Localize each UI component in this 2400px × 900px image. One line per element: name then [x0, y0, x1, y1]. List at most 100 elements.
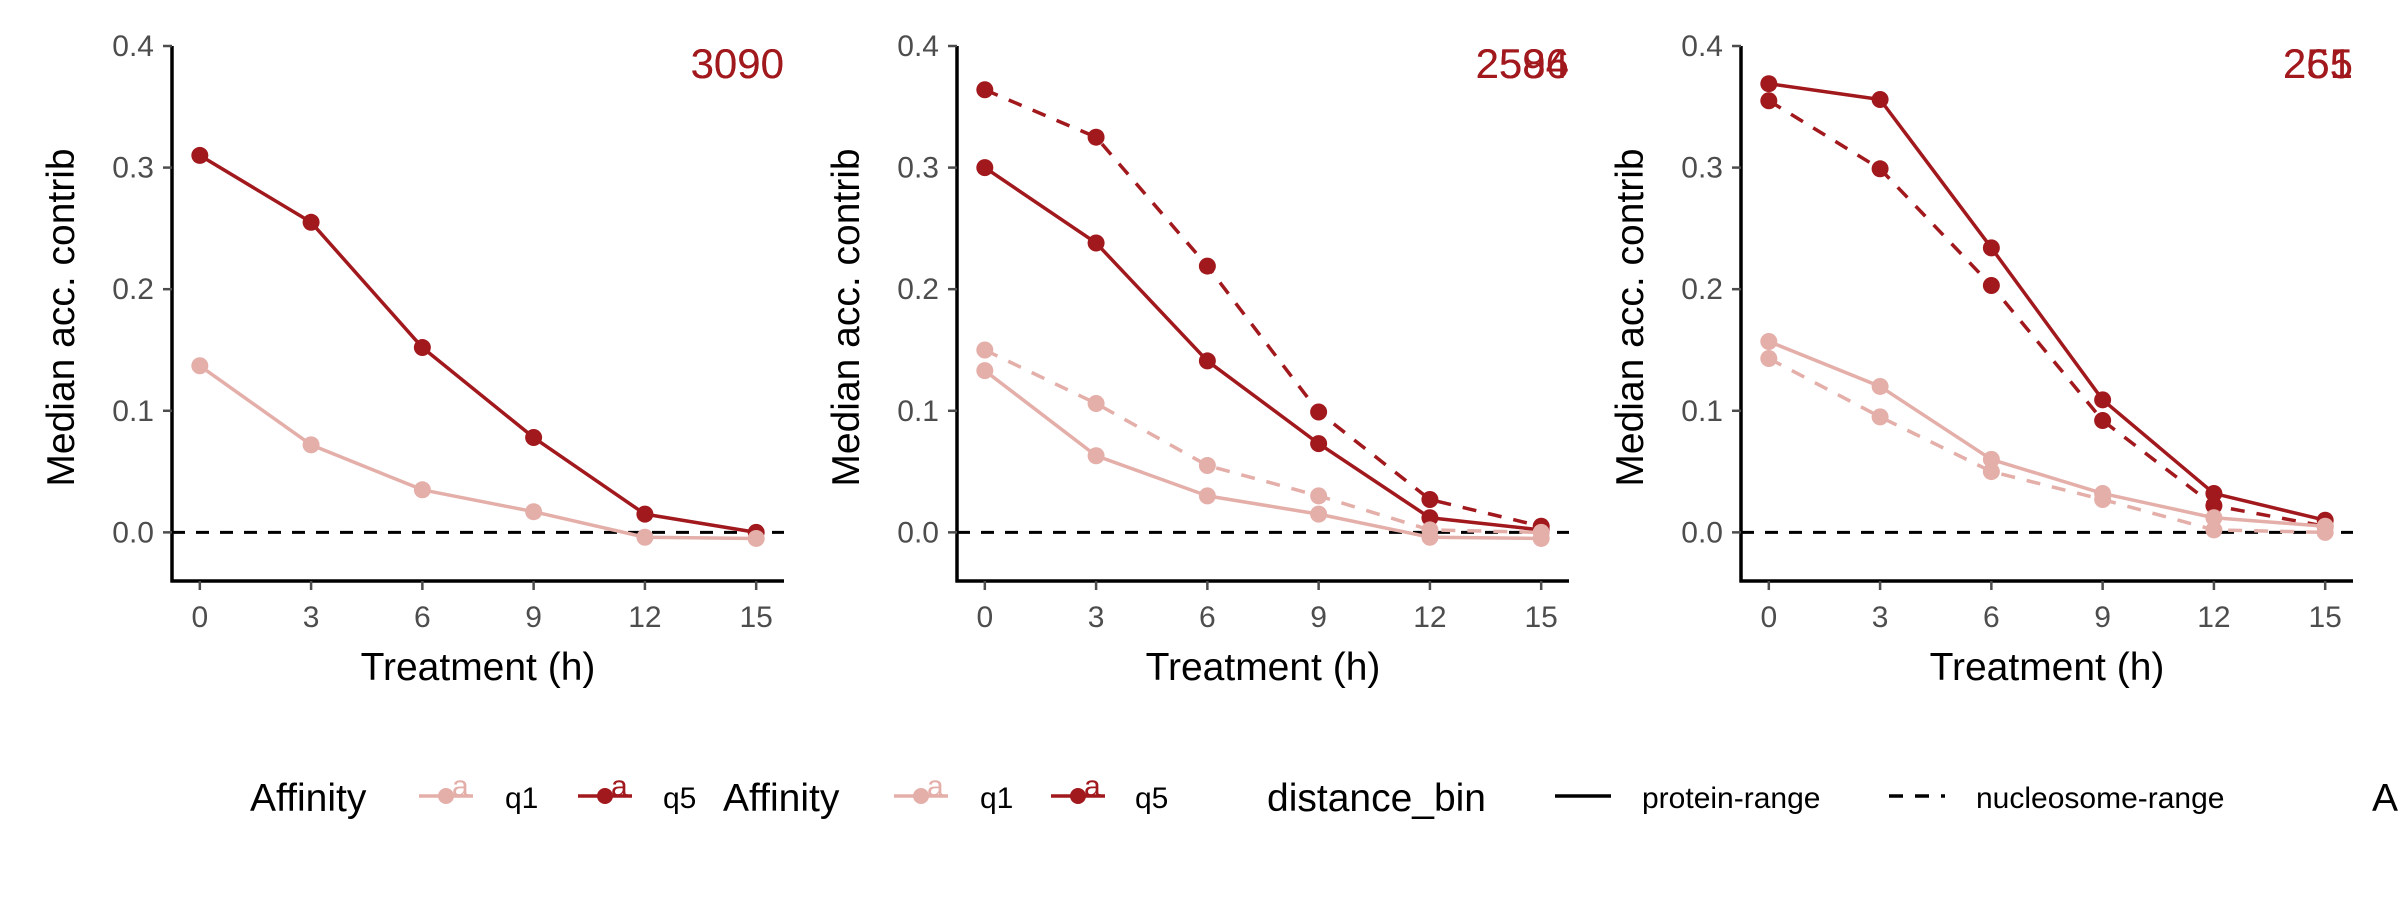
chart-panel-3-series-line-q1-nucleosome-range — [1768, 356, 2326, 535]
chart-panel-1-data-point-q5-protein-range — [525, 429, 543, 447]
chart-panel-2-y-tick-label: 0.3 — [897, 152, 939, 185]
chart-panel-3-data-point-q5-protein-range — [2094, 391, 2112, 409]
chart-panel-3: 0.0 0.1 0.2 0.3 0.4 0 3 6 9 12 15 Treatment (h) Medi… — [1609, 30, 2353, 689]
chart-panel-1: 0.0 0.1 0.2 0.3 0.4 0 3 6 9 12 15 Treatment (h) Medi… — [40, 30, 784, 689]
chart-panel-2-data-point-q1-protein-range — [976, 362, 994, 380]
chart-panel-3-data-point-q1-nucleosome-range — [1871, 408, 1889, 426]
chart-panel-1-count-label: 3090 — [691, 40, 784, 87]
legend-label-q5-2: q5 — [1135, 782, 1168, 815]
chart-panel-3-x-tick-label: 12 — [2197, 601, 2230, 634]
chart-panel-2-x-tick-label: 9 — [1310, 601, 1327, 634]
legend: Affinity a q1 a q5 Affinity a q1 a q5 d — [250, 770, 2398, 820]
chart-panel-3-x-axis-title: Treatment (h) — [1930, 646, 2165, 689]
chart-panel-2-data-point-q1-nucleosome-range — [1310, 487, 1328, 505]
legend-key-glyph: a — [452, 770, 469, 803]
chart-panel-2-data-point-q1-protein-range — [1310, 505, 1328, 523]
legend-key-q5-2: a — [1051, 770, 1105, 804]
chart-panel-3-data-point-q1-nucleosome-range — [2316, 523, 2334, 541]
chart-panel-3-series-line-q5-protein-range — [1768, 81, 2326, 522]
chart-panel-2-data-point-q1-nucleosome-range — [976, 341, 994, 359]
chart-panel-2: 0.0 0.1 0.2 0.3 0.4 0 3 6 9 12 15 Treatment (h) Medi… — [825, 30, 1569, 689]
chart-panel-2-data-point-q1-protein-range — [1198, 487, 1216, 505]
chart-panel-3-count-label: 255 — [2283, 40, 2353, 87]
chart-panel-3-data-point-q5-protein-range — [2205, 484, 2223, 502]
chart-panel-2-data-point-q1-nucleosome-range — [1087, 394, 1105, 412]
chart-panel-2-y-axis-title: Median acc. contrib — [825, 148, 868, 486]
chart-panel-1-count-label: 3090 — [691, 40, 784, 87]
chart-panel-3-data-point-q5-nucleosome-range — [2094, 412, 2112, 429]
chart-panel-3-y-axis-title: Median acc. contrib — [1609, 148, 1652, 486]
chart-panel-1-data-point-q5-protein-range — [302, 213, 320, 231]
chart-panel-3-y-tick-label: 0.4 — [1681, 30, 1723, 63]
chart-panels: 0.0 0.1 0.2 0.3 0.4 0 3 6 9 12 15 Treatment (h) Medi… — [40, 30, 2353, 689]
chart-panel-2-x-tick-label: 0 — [976, 601, 993, 634]
chart-panel-3-y-tick-label: 0.3 — [1681, 152, 1723, 185]
chart-panel-1-y-tick-label: 0.4 — [112, 30, 154, 63]
chart-panel-3-y-tick-label: 0.2 — [1681, 273, 1723, 306]
chart-panel-3-series-line-q1-protein-range — [1768, 339, 2326, 529]
chart-panel-3-x-tick-label: 3 — [1872, 601, 1889, 634]
legend-affinity-title: Affinity — [250, 777, 367, 820]
legend-key-q1: a — [419, 770, 473, 804]
chart-panel-3-data-point-q1-nucleosome-range — [2094, 491, 2112, 509]
chart-panel-1-y-tick-label: 0.1 — [112, 395, 154, 428]
chart-panel-2-data-point-q1-nucleosome-range — [1198, 456, 1216, 474]
chart-panel-1-data-point-q1-protein-range — [636, 528, 654, 546]
chart-panel-1-x-tick-label: 9 — [525, 601, 542, 634]
chart-panel-3-data-point-q1-nucleosome-range — [2205, 521, 2223, 539]
chart-panel-2-data-point-q5-protein-range — [1421, 509, 1439, 527]
chart-panel-1-data-point-q1-protein-range — [413, 481, 431, 499]
chart-panel-2-data-point-q5-nucleosome-range — [1087, 128, 1105, 146]
chart-panel-1-data-point-q1-protein-range — [747, 529, 765, 547]
chart-panel-2-series-line-q5-nucleosome-range — [984, 88, 1542, 528]
chart-panel-2-y-tick-label: 0.0 — [897, 516, 939, 549]
legend-affinity-title-2: Affinity — [723, 777, 840, 820]
chart-panel-2-x-axis-title: Treatment (h) — [1146, 646, 1381, 689]
chart-panel-1-series-line-q1-protein-range — [198, 364, 757, 541]
chart-panel-3-count-label: 261 — [2283, 40, 2353, 87]
chart-panel-2-count-label: 2584 — [1476, 40, 1569, 87]
chart-panel-3-data-point-q1-protein-range — [1982, 450, 2000, 468]
chart-panel-2-data-point-q5-nucleosome-range — [1421, 491, 1439, 509]
chart-panel-1-x-tick-label: 0 — [191, 601, 208, 634]
legend-key-glyph: a — [611, 770, 628, 803]
chart-panel-3-x-tick-label: 0 — [1760, 601, 1777, 634]
chart-panel-3-data-point-q5-protein-range — [1871, 91, 1889, 108]
chart-panel-1-x-tick-label: 15 — [739, 601, 772, 634]
chart-panel-3-data-point-q5-nucleosome-range — [1982, 277, 2000, 295]
chart-panel-2-data-point-q1-protein-range — [1532, 529, 1550, 547]
chart-panel-2-data-point-q5-nucleosome-range — [1310, 403, 1328, 421]
chart-panel-3-x-tick-label: 9 — [2094, 601, 2111, 634]
chart-panel-2-data-point-q1-protein-range — [1087, 447, 1105, 465]
chart-panel-2-data-point-q5-nucleosome-range — [1198, 257, 1216, 275]
chart-panel-3-data-point-q1-protein-range — [2205, 509, 2223, 527]
legend-label-q1-2: q1 — [980, 782, 1013, 815]
chart-panel-2-series-line-q5-protein-range — [983, 166, 1542, 532]
legend-label-q1: q1 — [505, 782, 538, 815]
chart-panel-3-series-line-q5-nucleosome-range — [1767, 99, 2326, 529]
chart-panel-1-y-tick-label: 0.3 — [112, 152, 154, 185]
chart-panel-3-data-point-q5-protein-range — [1760, 75, 1778, 93]
chart-panel-1-data-point-q5-protein-range — [636, 505, 654, 523]
chart-panel-3-data-point-q5-nucleosome-range — [2205, 497, 2223, 515]
chart-panel-2-series-line-q1-nucleosome-range — [984, 348, 1542, 535]
chart-panel-2-data-point-q5-protein-range — [976, 159, 994, 177]
chart-panel-1-x-tick-label: 12 — [628, 601, 661, 634]
legend-distance-title: distance_bin — [1267, 777, 1486, 820]
chart-panel-3-data-point-q1-protein-range — [1760, 332, 1778, 350]
legend-key-q1-2: a — [894, 770, 948, 804]
chart-panel-1-x-axis-title: Treatment (h) — [361, 646, 596, 689]
chart-panel-3-data-point-q1-nucleosome-range — [1982, 463, 2000, 481]
chart-panel-3-y-tick-label: 0.1 — [1681, 395, 1723, 428]
chart-panel-1-data-point-q5-protein-range — [191, 146, 209, 164]
chart-panel-3-data-point-q5-nucleosome-range — [1871, 160, 1889, 178]
legend-label-q5: q5 — [663, 782, 696, 815]
chart-panel-2-data-point-q5-protein-range — [1310, 435, 1328, 453]
chart-panel-2-x-tick-label: 6 — [1199, 601, 1216, 634]
legend-key-glyph: a — [927, 770, 944, 803]
chart-panel-3-data-point-q5-protein-range — [1982, 239, 2000, 257]
chart-panel-2-y-tick-label: 0.2 — [897, 273, 939, 306]
chart-panel-3-x-tick-label: 6 — [1983, 601, 2000, 634]
chart-panel-2-x-tick-label: 12 — [1413, 601, 1446, 634]
